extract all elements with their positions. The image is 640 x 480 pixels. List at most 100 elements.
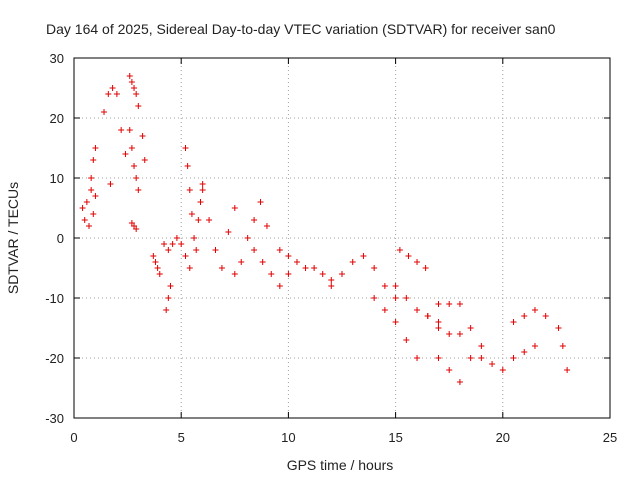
data-point <box>83 199 90 205</box>
data-point <box>126 73 133 79</box>
data-point <box>371 265 378 271</box>
data-point <box>435 325 442 331</box>
data-point <box>182 253 189 259</box>
data-point <box>186 265 193 271</box>
data-point <box>489 361 496 367</box>
data-point <box>141 157 148 163</box>
y-axis-title: SDTVAR / TECUs <box>5 182 21 294</box>
data-point <box>319 271 326 277</box>
data-point <box>169 241 176 247</box>
data-point <box>311 265 318 271</box>
x-tick-label: 0 <box>70 430 77 445</box>
data-point <box>499 367 506 373</box>
x-tick-labels: 0 5 10 15 20 25 <box>70 430 617 445</box>
data-point <box>559 343 566 349</box>
data-point <box>197 199 204 205</box>
data-point <box>555 325 562 331</box>
data-point <box>403 295 410 301</box>
y-tick-label: 10 <box>50 171 64 186</box>
data-point <box>128 79 135 85</box>
data-point <box>456 301 463 307</box>
data-point <box>122 151 129 157</box>
data-point <box>218 265 225 271</box>
data-point <box>414 307 421 313</box>
data-point <box>165 247 172 253</box>
data-point <box>81 217 88 223</box>
data-point <box>276 283 283 289</box>
axis-ticks <box>73 57 611 419</box>
data-point <box>521 313 528 319</box>
data-point <box>206 217 213 223</box>
data-point <box>414 355 421 361</box>
data-point <box>456 331 463 337</box>
data-point <box>285 271 292 277</box>
data-point <box>392 283 399 289</box>
data-point <box>446 331 453 337</box>
data-point <box>109 85 116 91</box>
data-point <box>259 259 266 265</box>
data-point <box>199 187 206 193</box>
data-point <box>173 235 180 241</box>
data-point <box>133 175 140 181</box>
data-point <box>446 367 453 373</box>
data-point <box>195 217 202 223</box>
x-tick-label: 25 <box>603 430 617 445</box>
data-point <box>131 163 138 169</box>
data-point <box>467 355 474 361</box>
data-point <box>424 313 431 319</box>
data-point <box>133 226 140 232</box>
data-point <box>360 253 367 259</box>
data-point <box>178 241 185 247</box>
data-point <box>193 247 200 253</box>
data-point <box>293 259 300 265</box>
data-point <box>128 145 135 151</box>
x-tick-label: 5 <box>178 430 185 445</box>
data-point <box>478 355 485 361</box>
data-point <box>118 127 125 133</box>
data-point <box>182 145 189 151</box>
data-point <box>276 247 283 253</box>
data-point <box>199 181 206 187</box>
data-point <box>251 247 258 253</box>
data-point <box>184 163 191 169</box>
data-point <box>107 181 114 187</box>
data-point <box>414 259 421 265</box>
data-point <box>212 247 219 253</box>
data-point <box>90 157 97 163</box>
data-point <box>113 91 120 97</box>
y-tick-label: -20 <box>45 351 64 366</box>
data-point <box>349 259 356 265</box>
data-point <box>238 259 245 265</box>
data-point <box>467 325 474 331</box>
y-tick-label: 20 <box>50 111 64 126</box>
data-point <box>268 271 275 277</box>
data-point <box>139 133 146 139</box>
data-point <box>405 253 412 259</box>
data-point <box>231 271 238 277</box>
data-point <box>88 187 95 193</box>
data-point <box>328 277 335 283</box>
x-tick-label: 10 <box>281 430 295 445</box>
data-point <box>392 295 399 301</box>
data-point <box>154 265 161 271</box>
x-tick-label: 15 <box>388 430 402 445</box>
data-point <box>542 313 549 319</box>
data-point <box>188 211 195 217</box>
data-point <box>251 217 258 223</box>
data-point <box>92 145 99 151</box>
data-point <box>257 199 264 205</box>
data-point <box>371 295 378 301</box>
y-tick-label: 0 <box>57 231 64 246</box>
data-point <box>339 271 345 277</box>
data-point <box>435 301 442 307</box>
x-tick-label: 20 <box>496 430 510 445</box>
data-points <box>79 73 571 385</box>
data-point <box>156 271 163 277</box>
data-point <box>392 319 399 325</box>
data-point <box>510 319 517 325</box>
data-point <box>126 127 133 133</box>
data-point <box>161 241 168 247</box>
data-point <box>285 253 292 259</box>
data-point <box>396 247 403 253</box>
chart-title: Day 164 of 2025, Sidereal Day-to-day VTE… <box>46 21 556 37</box>
